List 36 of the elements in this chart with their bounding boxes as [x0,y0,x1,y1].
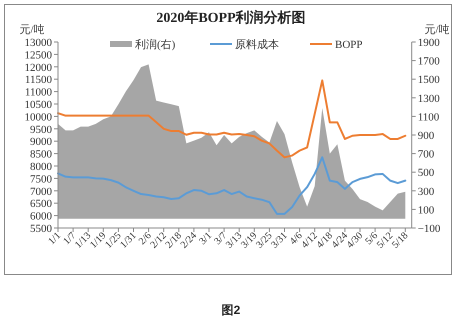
legend-label: 原料成本 [235,38,279,51]
y2-tick-label: 1900 [418,37,440,49]
y2-tick-label: −100 [418,223,441,235]
y2-tick-label: 300 [418,186,435,198]
y-tick-label: 9500 [30,124,52,136]
legend-label: 利润(右) [135,38,176,51]
x-tick-label: 5/18 [390,230,410,251]
y-tick-label: 7000 [30,186,52,198]
y2-tick-label: 1100 [418,111,440,124]
y2-tick-label: 100 [418,204,435,216]
y-axis-title: 元/吨 [19,23,45,36]
y-tick-label: 10500 [24,99,52,111]
y-tick-label: 12000 [24,62,52,74]
y-tick-label: 11500 [24,74,52,86]
x-tick-label: 3/1 [197,230,214,248]
y2-tick-label: 900 [418,130,435,142]
y-tick-label: 13000 [24,37,52,49]
y2-tick-label: 1700 [418,56,440,68]
y2-tick-label: 500 [418,167,435,180]
caption: 图2 [222,303,241,317]
y-tick-label: 9000 [30,136,52,148]
y-tick-label: 12500 [24,49,52,62]
y2-axis-title: 元/吨 [424,23,450,36]
y-tick-label: 5500 [30,223,52,235]
y-tick-label: 6000 [30,210,52,223]
y-tick-label: 11000 [24,86,52,99]
legend-label: BOPP [335,39,363,51]
y-tick-label: 8500 [30,148,52,161]
y2-tick-label: 1300 [418,92,440,105]
chart-title: 2020年BOPP利润分析图 [156,9,306,26]
y-tick-label: 10000 [24,111,52,124]
y-tick-label: 7500 [30,173,52,186]
y-tick-label: 6500 [30,198,52,210]
y-tick-label: 8000 [30,161,52,173]
y2-tick-label: 700 [418,148,435,161]
y2-tick-label: 1500 [418,74,440,86]
